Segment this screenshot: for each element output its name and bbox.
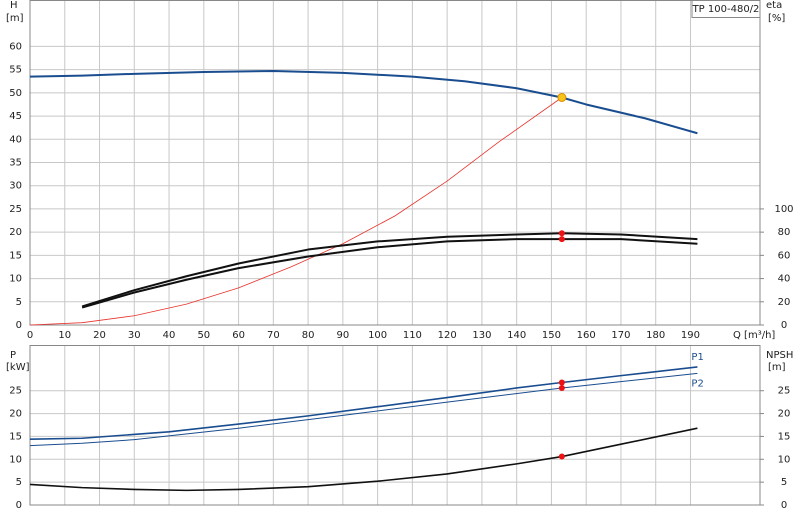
x-tick-label: 130 — [472, 330, 491, 341]
y-tick-label: 10 — [9, 274, 22, 285]
series-label: P1 — [691, 352, 703, 363]
y2-tick-label: 80 — [778, 227, 791, 238]
y-tick-label: 35 — [9, 158, 22, 169]
curve — [81, 238, 698, 309]
y-tick-label: 25 — [9, 204, 22, 215]
y-axis-label: H — [10, 0, 18, 11]
y-tick-label: 60 — [9, 41, 22, 52]
y2-tick-label: 40 — [778, 274, 791, 285]
y-tick-label: 10 — [9, 454, 22, 465]
curve — [29, 372, 698, 447]
y2-tick-label: 20 — [778, 409, 791, 420]
operating-point — [558, 453, 565, 460]
y2-axis-unit: [m] — [768, 362, 786, 373]
y-axis-unit: [m] — [6, 13, 24, 24]
curve — [29, 97, 563, 326]
y-tick-label: 20 — [9, 409, 22, 420]
curve — [29, 70, 698, 135]
operating-point — [558, 236, 565, 243]
y-tick-label: 0 — [16, 320, 22, 331]
x-tick-label: 150 — [542, 330, 561, 341]
y-tick-label: 0 — [16, 500, 22, 511]
y2-tick-label: 15 — [778, 431, 791, 442]
y-tick-label: 15 — [9, 250, 22, 261]
y2-tick-label: 100 — [774, 204, 793, 215]
y-tick-label: 20 — [9, 227, 22, 238]
x-tick-label: 120 — [438, 330, 457, 341]
x-tick-label: 50 — [197, 330, 210, 341]
y2-axis-label: eta — [766, 0, 782, 11]
x-tick-label: 10 — [58, 330, 71, 341]
x-tick-label: 70 — [267, 330, 280, 341]
y-tick-label: 5 — [16, 297, 22, 308]
y2-axis-unit: [%] — [768, 13, 785, 24]
operating-point — [557, 93, 567, 102]
chart-title: TP 100-480/2 — [692, 4, 760, 15]
y2-tick-label: 0 — [781, 320, 787, 331]
x-tick-label: 20 — [93, 330, 106, 341]
y-tick-label: 40 — [9, 134, 22, 145]
y-axis-label: P — [10, 350, 16, 361]
y-tick-label: 25 — [9, 386, 22, 397]
y2-tick-label: 20 — [778, 297, 791, 308]
y-tick-label: 50 — [9, 88, 22, 99]
x-tick-label: 110 — [403, 330, 422, 341]
x-tick-label: 90 — [336, 330, 349, 341]
x-tick-label: 100 — [368, 330, 387, 341]
curve — [29, 366, 698, 440]
x-tick-label: 140 — [507, 330, 526, 341]
y-tick-label: 55 — [9, 65, 22, 76]
y2-tick-label: 60 — [778, 250, 791, 261]
y2-tick-label: 25 — [778, 386, 791, 397]
curve — [81, 232, 698, 308]
y-tick-label: 5 — [16, 477, 22, 488]
x-tick-label: 40 — [163, 330, 176, 341]
y2-tick-label: 0 — [781, 500, 787, 511]
curve — [29, 427, 698, 492]
operating-point — [558, 230, 565, 237]
operating-point — [558, 379, 565, 386]
plot-frame — [29, 345, 761, 506]
title-box — [691, 0, 761, 18]
y-axis-unit: [kW] — [6, 362, 30, 373]
x-tick-label: 160 — [577, 330, 596, 341]
x-tick-label: 0 — [27, 330, 33, 341]
x-tick-label: 80 — [302, 330, 315, 341]
x-tick-label: 190 — [681, 330, 700, 341]
x-axis-label: Q [m³/h] — [733, 330, 775, 341]
plot-frame — [29, 0, 761, 326]
operating-point — [558, 384, 565, 391]
y2-axis-label: NPSH — [766, 350, 793, 361]
x-tick-label: 30 — [128, 330, 141, 341]
x-tick-label: 170 — [611, 330, 630, 341]
y-tick-label: 30 — [9, 181, 22, 192]
series-label: P2 — [691, 378, 703, 389]
x-tick-label: 60 — [232, 330, 245, 341]
y2-tick-label: 10 — [778, 454, 791, 465]
y-tick-label: 45 — [9, 111, 22, 122]
y2-tick-label: 5 — [781, 477, 787, 488]
y-tick-label: 15 — [9, 431, 22, 442]
plot-layer: 0 10 20 30 40 50 60 70 80 90 100 110 120 130 140 150 160… — [6, 0, 794, 511]
x-tick-label: 180 — [646, 330, 665, 341]
